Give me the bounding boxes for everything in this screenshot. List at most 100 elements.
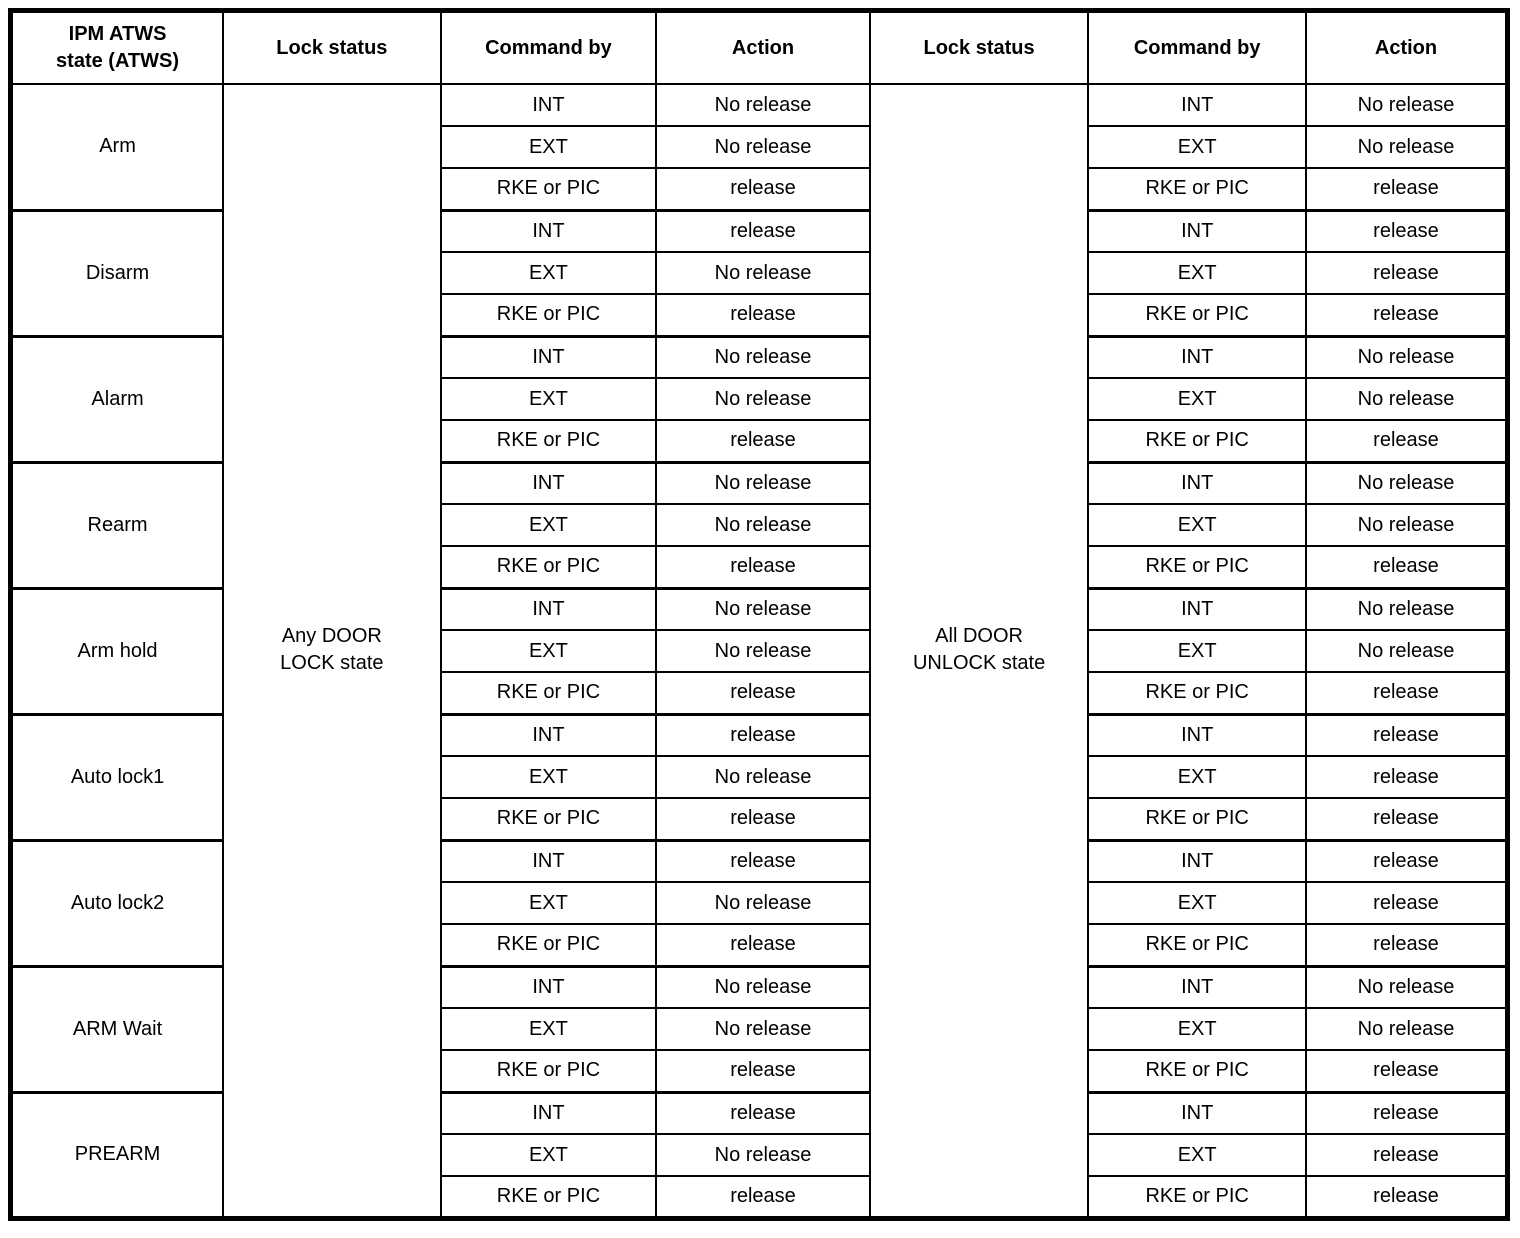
action-cell-right: No release xyxy=(1304,125,1509,169)
command-cell-right: RKE or PIC xyxy=(1087,797,1307,841)
lock-status-cell-right: All DOOR UNLOCK state xyxy=(868,83,1090,1219)
table-row: RKE or PIC release RKE or PIC release xyxy=(11,293,1509,337)
action-cell-right: release xyxy=(1304,838,1509,883)
command-cell-left: EXT xyxy=(439,629,658,673)
command-cell-right: RKE or PIC xyxy=(1087,671,1307,715)
action-cell-right: release xyxy=(1304,293,1509,337)
atws-door-lock-release-table: IPM ATWS state (ATWS) Lock status Comman… xyxy=(8,8,1510,1221)
header-lock-status-left: Lock status xyxy=(222,9,442,85)
lock-status-cell-left: Any DOOR LOCK state xyxy=(222,83,442,1219)
command-cell-left: RKE or PIC xyxy=(439,167,658,211)
state-cell: Auto lock2 xyxy=(9,838,225,967)
table-row: Alarm INT No release INT No release xyxy=(9,334,1509,463)
table-row: ARM Wait INT No release INT No release xyxy=(9,964,1509,1093)
command-cell-right: INT xyxy=(1087,586,1307,631)
action-cell-right: release xyxy=(1304,1090,1509,1135)
command-cell-left: EXT xyxy=(439,1133,658,1177)
command-cell-left: RKE or PIC xyxy=(439,1049,658,1093)
action-cell-left: No release xyxy=(655,460,871,505)
command-cell-left: RKE or PIC xyxy=(439,923,658,967)
action-cell-left: release xyxy=(655,419,871,463)
action-cell-left: No release xyxy=(655,755,871,799)
command-cell-right: RKE or PIC xyxy=(1087,419,1307,463)
action-cell-right: release xyxy=(1304,923,1509,967)
table-row: EXT No release EXT release xyxy=(11,1133,1509,1177)
action-cell-left: No release xyxy=(655,251,871,295)
action-cell-right: release xyxy=(1304,1049,1509,1093)
action-cell-right: No release xyxy=(1304,503,1509,547)
command-cell-left: INT xyxy=(439,83,658,127)
action-cell-right: No release xyxy=(1304,629,1509,673)
table-row: EXT No release EXT No release xyxy=(11,377,1509,421)
action-cell-left: No release xyxy=(655,503,871,547)
state-cell: PREARM xyxy=(9,1090,225,1219)
header-action-right: Action xyxy=(1304,9,1509,85)
command-cell-right: EXT xyxy=(1087,377,1307,421)
state-cell: Disarm xyxy=(9,208,225,337)
action-cell-left: release xyxy=(655,545,871,589)
command-cell-left: INT xyxy=(439,586,658,631)
command-cell-right: RKE or PIC xyxy=(1087,293,1307,337)
table-row: Auto lock1 INT release INT release xyxy=(9,712,1509,841)
state-cell: Arm xyxy=(9,83,225,211)
action-cell-right: release xyxy=(1304,881,1509,925)
command-cell-left: INT xyxy=(439,1090,658,1135)
action-cell-right: release xyxy=(1304,419,1509,463)
command-cell-right: EXT xyxy=(1087,1007,1307,1051)
action-cell-left: release xyxy=(655,1090,871,1135)
action-cell-left: No release xyxy=(655,964,871,1009)
action-cell-left: release xyxy=(655,208,871,253)
table-row: Disarm INT release INT release xyxy=(9,208,1509,337)
command-cell-right: INT xyxy=(1087,460,1307,505)
action-cell-left: release xyxy=(655,923,871,967)
command-cell-right: RKE or PIC xyxy=(1087,1049,1307,1093)
table-row: RKE or PIC release RKE or PIC release xyxy=(11,1175,1509,1219)
action-cell-right: release xyxy=(1304,251,1509,295)
table-row: EXT No release EXT No release xyxy=(11,503,1509,547)
action-cell-left: release xyxy=(655,671,871,715)
table-body: Arm Any DOOR LOCK state INT No release All D… xyxy=(9,83,1509,1219)
state-cell: Arm hold xyxy=(9,586,225,715)
action-cell-right: No release xyxy=(1304,460,1509,505)
header-ipm-atws-state: IPM ATWS state (ATWS) xyxy=(9,9,225,85)
command-cell-left: EXT xyxy=(439,503,658,547)
table-row: RKE or PIC release RKE or PIC release xyxy=(11,797,1509,841)
action-cell-right: release xyxy=(1304,755,1509,799)
command-cell-left: RKE or PIC xyxy=(439,545,658,589)
action-cell-left: release xyxy=(655,293,871,337)
action-cell-right: No release xyxy=(1304,586,1509,631)
command-cell-right: INT xyxy=(1087,1090,1307,1135)
action-cell-left: No release xyxy=(655,1007,871,1051)
state-cell: Auto lock1 xyxy=(9,712,225,841)
command-cell-left: INT xyxy=(439,460,658,505)
command-cell-right: RKE or PIC xyxy=(1087,923,1307,967)
action-cell-right: No release xyxy=(1304,1007,1509,1051)
action-cell-right: No release xyxy=(1304,83,1509,127)
command-cell-right: EXT xyxy=(1087,125,1307,169)
action-cell-left: No release xyxy=(655,881,871,925)
header-row: IPM ATWS state (ATWS) Lock status Comman… xyxy=(9,9,1509,85)
action-cell-left: No release xyxy=(655,377,871,421)
command-cell-right: EXT xyxy=(1087,881,1307,925)
action-cell-right: release xyxy=(1304,712,1509,757)
command-cell-right: EXT xyxy=(1087,629,1307,673)
command-cell-left: RKE or PIC xyxy=(439,671,658,715)
table-row: EXT No release EXT No release xyxy=(11,629,1509,673)
action-cell-right: No release xyxy=(1304,334,1509,379)
command-cell-right: INT xyxy=(1087,712,1307,757)
action-cell-right: release xyxy=(1304,208,1509,253)
action-cell-left: No release xyxy=(655,1133,871,1177)
table-row: RKE or PIC release RKE or PIC release xyxy=(11,923,1509,967)
action-cell-left: No release xyxy=(655,125,871,169)
command-cell-left: EXT xyxy=(439,881,658,925)
action-cell-left: release xyxy=(655,1049,871,1093)
table-row: RKE or PIC release RKE or PIC release xyxy=(11,545,1509,589)
action-cell-left: release xyxy=(655,838,871,883)
command-cell-left: RKE or PIC xyxy=(439,797,658,841)
command-cell-left: EXT xyxy=(439,1007,658,1051)
table-row: Arm Any DOOR LOCK state INT No release All D… xyxy=(9,83,1509,1219)
command-cell-left: EXT xyxy=(439,251,658,295)
action-cell-right: release xyxy=(1304,545,1509,589)
table-row: RKE or PIC release RKE or PIC release xyxy=(11,167,1509,211)
action-cell-left: No release xyxy=(655,629,871,673)
